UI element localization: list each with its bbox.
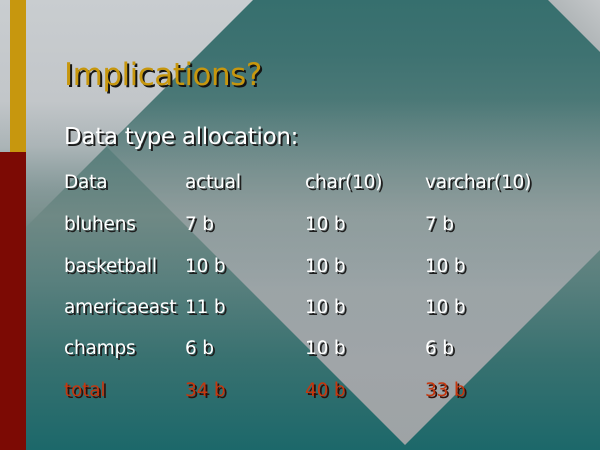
row-label: champs	[64, 338, 136, 359]
maroon-accent-bar	[0, 152, 26, 450]
table-cell: 11 b	[185, 297, 226, 318]
row-label: americaeast	[64, 297, 177, 318]
table-cell: 10 b	[185, 256, 226, 277]
gold-accent-bar	[10, 0, 26, 152]
header-cell: char(10)	[305, 172, 383, 193]
header-cell: actual	[185, 172, 241, 193]
table-cell: 34 b	[185, 380, 226, 401]
table-cell: 10 b	[425, 297, 466, 318]
table-row: champs 6 b 10 b 6 b	[0, 338, 600, 362]
table-row: americaeast 11 b 10 b 10 b	[0, 297, 600, 321]
slide-subtitle: Data type allocation:	[64, 124, 299, 150]
table-row: basketball 10 b 10 b 10 b	[0, 256, 600, 280]
table-row-total: total 34 b 40 b 33 b	[0, 380, 600, 404]
table-cell: 40 b	[305, 380, 346, 401]
header-cell: Data	[64, 172, 108, 193]
table-cell: 10 b	[305, 297, 346, 318]
table-header-row: Data actual char(10) varchar(10)	[0, 172, 600, 196]
table-cell: 10 b	[305, 256, 346, 277]
table-cell: 10 b	[425, 256, 466, 277]
table-cell: 10 b	[305, 214, 346, 235]
table-cell: 6 b	[425, 338, 454, 359]
table-cell: 7 b	[185, 214, 214, 235]
table-row: bluhens 7 b 10 b 7 b	[0, 214, 600, 238]
row-label: basketball	[64, 256, 157, 277]
table-cell: 6 b	[185, 338, 214, 359]
table-cell: 33 b	[425, 380, 466, 401]
table-cell: 7 b	[425, 214, 454, 235]
header-cell: varchar(10)	[425, 172, 532, 193]
table-cell: 10 b	[305, 338, 346, 359]
row-label: bluhens	[64, 214, 136, 235]
row-label: total	[64, 380, 106, 401]
slide-title: Implications?	[64, 57, 262, 93]
